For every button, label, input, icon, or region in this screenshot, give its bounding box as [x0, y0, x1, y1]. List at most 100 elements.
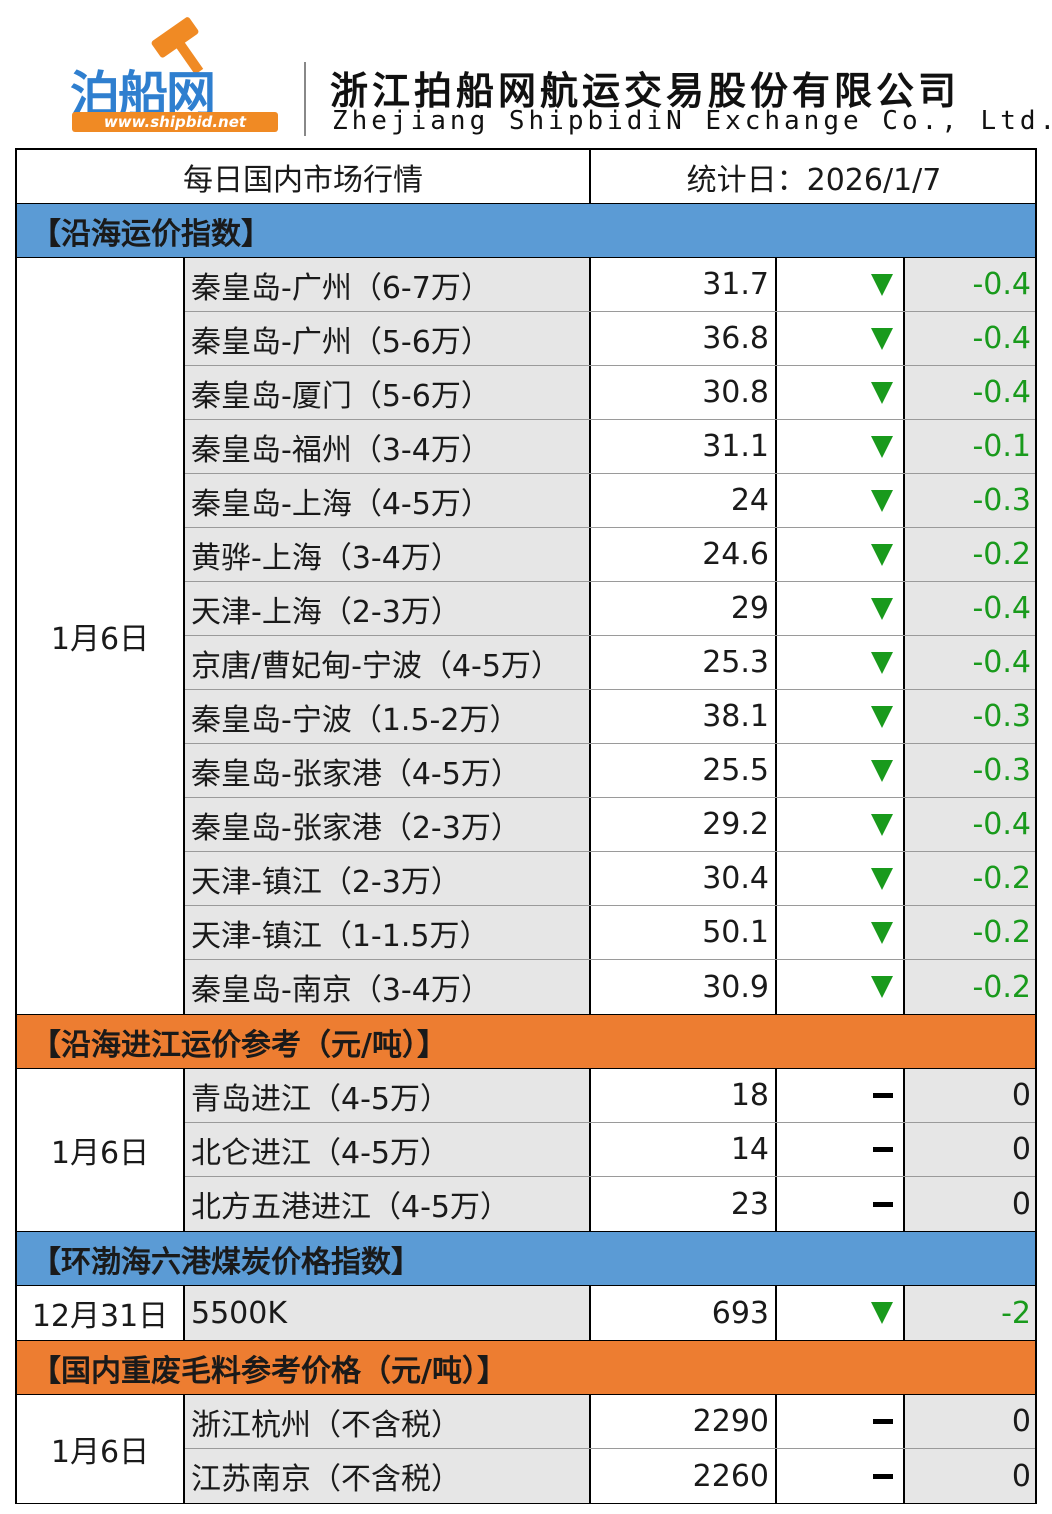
down-arrow-icon — [871, 1302, 893, 1324]
index-value: 29 — [591, 582, 777, 635]
section-group: 1月6日 秦皇岛-广州（6-7万） 31.7 -0.4 秦皇岛-广州（5-6万） 36.8… — [15, 258, 1037, 1015]
stat-date: 统计日：2026/1/7 — [686, 162, 942, 198]
route-name: 天津-镇江（1-1.5万） — [185, 906, 591, 959]
trend-cell — [777, 528, 905, 581]
trend-cell — [777, 366, 905, 419]
table-row: 天津-镇江（1-1.5万） 50.1 -0.2 — [185, 906, 1035, 960]
table-row: 北方五港进江（4-5万） 23 0 — [185, 1177, 1035, 1231]
table-title-row: 每日国内市场行情 统计日：2026/1/7 — [15, 148, 1037, 204]
table-row: 秦皇岛-广州（6-7万） 31.7 -0.4 — [185, 258, 1035, 312]
change-value: 0 — [905, 1449, 1035, 1503]
trend-cell — [777, 258, 905, 311]
index-value: 25.5 — [591, 744, 777, 797]
route-name: 秦皇岛-厦门（5-6万） — [185, 366, 591, 419]
table-row: 秦皇岛-张家港（2-3万） 29.2 -0.4 — [185, 798, 1035, 852]
route-name: 秦皇岛-宁波（1.5-2万） — [185, 690, 591, 743]
logo-url[interactable]: www.shipbid.net — [72, 112, 278, 132]
down-arrow-icon — [871, 327, 893, 350]
index-value: 50.1 — [591, 906, 777, 959]
route-name: 青岛进江（4-5万） — [185, 1069, 591, 1122]
header: 泊船网 www.shipbid.net 浙江拍船网航运交易股份有限公司 Zhej… — [0, 0, 1052, 148]
index-value: 24 — [591, 474, 777, 527]
route-name: 秦皇岛-福州（3-4万） — [185, 420, 591, 473]
flat-dash-icon — [873, 1419, 893, 1424]
table-row: 秦皇岛-厦门（5-6万） 30.8 -0.4 — [185, 366, 1035, 420]
table-row: 江苏南京（不含税） 2260 0 — [185, 1449, 1035, 1503]
trend-cell — [777, 1449, 905, 1503]
index-value: 36.8 — [591, 312, 777, 365]
down-arrow-icon — [871, 543, 893, 566]
index-value: 25.3 — [591, 636, 777, 689]
table-row: 秦皇岛-上海（4-5万） 24 -0.3 — [185, 474, 1035, 528]
trend-cell — [777, 636, 905, 689]
index-value: 693 — [591, 1286, 777, 1340]
index-value: 38.1 — [591, 690, 777, 743]
table-row: 秦皇岛-福州（3-4万） 31.1 -0.1 — [185, 420, 1035, 474]
section-group: 12月31日 5500K 693 -2 — [15, 1286, 1037, 1341]
date-cell: 1月6日 — [17, 1395, 185, 1503]
table-row: 5500K 693 -2 — [185, 1286, 1035, 1340]
change-value: -0.4 — [905, 312, 1035, 365]
trend-cell — [777, 312, 905, 365]
trend-cell — [777, 852, 905, 905]
change-value: -0.3 — [905, 690, 1035, 743]
route-name: 北方五港进江（4-5万） — [185, 1177, 591, 1231]
route-name: 5500K — [185, 1286, 591, 1340]
change-value: -0.1 — [905, 420, 1035, 473]
table-row: 秦皇岛-广州（5-6万） 36.8 -0.4 — [185, 312, 1035, 366]
down-arrow-icon — [871, 435, 893, 458]
market-table: 每日国内市场行情 统计日：2026/1/7 【沿海运价指数】 1月6日 秦皇岛-广州… — [15, 148, 1037, 1504]
index-value: 2290 — [591, 1395, 777, 1448]
index-value: 24.6 — [591, 528, 777, 581]
route-name: 天津-上海（2-3万） — [185, 582, 591, 635]
section-group: 1月6日 浙江杭州（不含税） 2290 0 江苏南京（不含税） 2260 0 — [15, 1395, 1037, 1504]
change-value: -0.4 — [905, 636, 1035, 689]
trend-cell — [777, 1123, 905, 1176]
table-row: 秦皇岛-南京（3-4万） 30.9 -0.2 — [185, 960, 1035, 1014]
index-value: 30.4 — [591, 852, 777, 905]
flat-dash-icon — [873, 1201, 893, 1207]
down-arrow-icon — [871, 597, 893, 620]
trend-cell — [777, 798, 905, 851]
down-arrow-icon — [871, 273, 893, 296]
down-arrow-icon — [871, 381, 893, 404]
change-value: 0 — [905, 1069, 1035, 1122]
trend-cell — [777, 1177, 905, 1231]
down-arrow-icon — [871, 705, 893, 728]
route-name: 秦皇岛-南京（3-4万） — [185, 960, 591, 1014]
section-header: 【国内重废毛料参考价格（元/吨）】 — [15, 1341, 1037, 1395]
change-value: -0.2 — [905, 906, 1035, 959]
shipbid-logo[interactable]: 泊船网 www.shipbid.net — [66, 14, 288, 134]
down-arrow-icon — [871, 921, 893, 944]
route-name: 秦皇岛-张家港（2-3万） — [185, 798, 591, 851]
index-value: 23 — [591, 1177, 777, 1231]
table-row: 北仑进江（4-5万） 14 0 — [185, 1123, 1035, 1177]
change-value: 0 — [905, 1123, 1035, 1176]
down-arrow-icon — [871, 976, 893, 998]
change-value: 0 — [905, 1395, 1035, 1448]
route-name: 浙江杭州（不含税） — [185, 1395, 591, 1448]
change-value: -2 — [905, 1286, 1035, 1340]
index-value: 2260 — [591, 1449, 777, 1503]
table-row: 青岛进江（4-5万） 18 0 — [185, 1069, 1035, 1123]
trend-cell — [777, 420, 905, 473]
down-arrow-icon — [871, 813, 893, 836]
change-value: 0 — [905, 1177, 1035, 1231]
route-name: 北仑进江（4-5万） — [185, 1123, 591, 1176]
flat-dash-icon — [873, 1473, 893, 1479]
change-value: -0.2 — [905, 528, 1035, 581]
index-value: 30.9 — [591, 960, 777, 1014]
route-name: 京唐/曹妃甸-宁波（4-5万） — [185, 636, 591, 689]
index-value: 30.8 — [591, 366, 777, 419]
table-row: 京唐/曹妃甸-宁波（4-5万） 25.3 -0.4 — [185, 636, 1035, 690]
table-row: 黄骅-上海（3-4万） 24.6 -0.2 — [185, 528, 1035, 582]
route-name: 秦皇岛-广州（6-7万） — [185, 258, 591, 311]
change-value: -0.2 — [905, 852, 1035, 905]
section-header: 【环渤海六港煤炭价格指数】 — [15, 1232, 1037, 1286]
trend-cell — [777, 690, 905, 743]
trend-cell — [777, 1395, 905, 1448]
header-divider — [304, 62, 306, 136]
index-value: 31.7 — [591, 258, 777, 311]
change-value: -0.3 — [905, 744, 1035, 797]
down-arrow-icon — [871, 867, 893, 890]
